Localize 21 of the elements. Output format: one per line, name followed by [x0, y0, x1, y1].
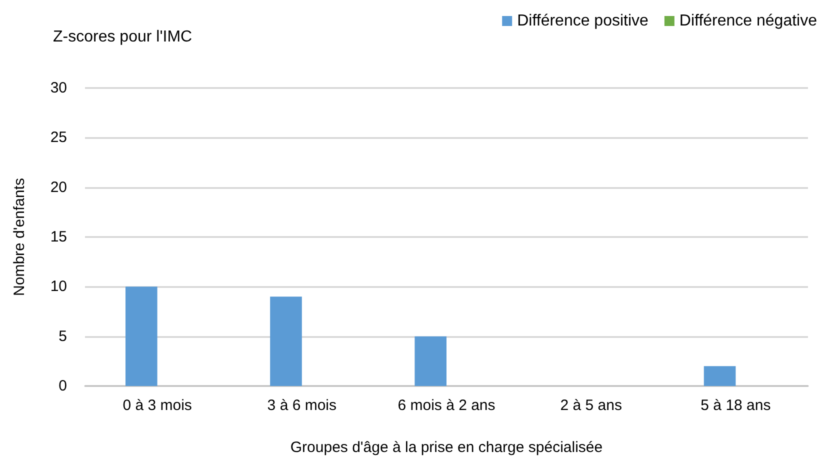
x-tick-label: 5 à 18 ans: [700, 397, 771, 414]
y-tick-label: 10: [50, 278, 67, 296]
y-tick-label: 20: [50, 178, 67, 196]
bar: [414, 336, 446, 386]
y-tick-label: 5: [58, 328, 67, 345]
bar: [270, 296, 302, 386]
chart-title: Z-scores pour l'IMC: [53, 28, 192, 46]
x-axis-title: Groupes d'âge à la prise en charge spécialisée: [290, 439, 603, 456]
y-axis-title: Nombre d'enfants: [11, 178, 28, 296]
y-tick-label: 30: [50, 80, 67, 96]
legend-label: Différence négative: [679, 12, 818, 30]
y-tick-label: 15: [50, 228, 67, 246]
bar: [704, 366, 736, 386]
x-tick-label: 3 à 6 mois: [267, 397, 336, 414]
y-tick-label: 0: [58, 378, 67, 394]
y-tick-label: 25: [50, 129, 67, 146]
x-tick-label: 2 à 5 ans: [560, 397, 622, 414]
bar: [125, 286, 158, 386]
x-tick-label: 0 à 3 mois: [122, 397, 192, 414]
x-tick-label: 6 mois à 2 ans: [398, 397, 496, 414]
legend-label: Différence positive: [517, 12, 649, 30]
